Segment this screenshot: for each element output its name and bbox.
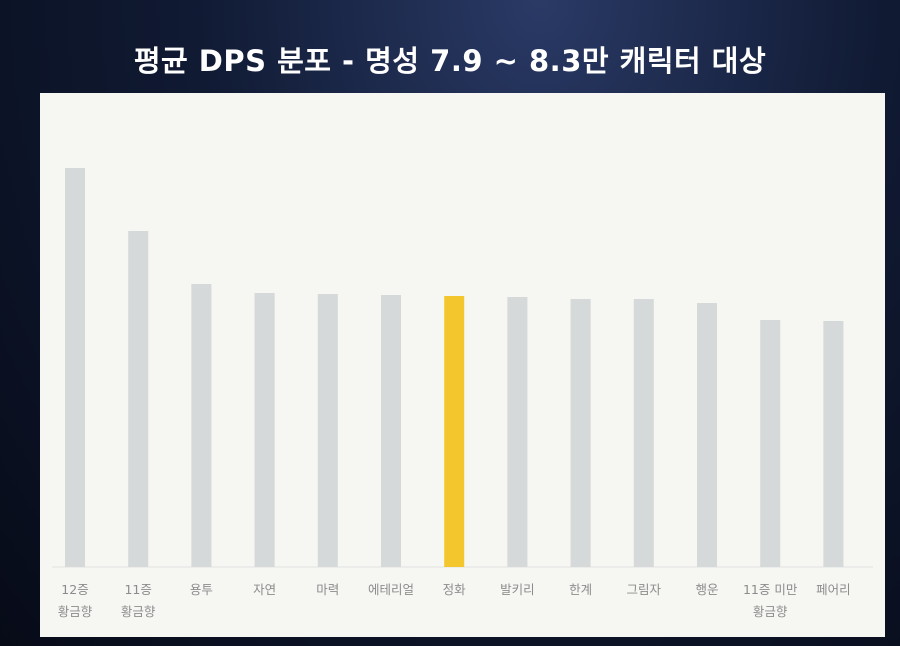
x-tick-label: 11증 미만 황금향 — [742, 582, 798, 619]
x-tick-label: 11증 황금향 — [120, 582, 156, 619]
bar — [823, 321, 844, 567]
plot — [52, 168, 873, 568]
bar — [191, 284, 212, 567]
bar — [760, 320, 781, 567]
bar — [633, 299, 654, 567]
x-tick-label: 에테리얼 — [367, 582, 414, 597]
x-tick-label: 그림자 — [626, 582, 662, 597]
x-tick-label: 행운 — [695, 582, 719, 597]
x-tick-label: 정화 — [442, 582, 466, 597]
bar — [128, 231, 149, 567]
bar — [444, 296, 465, 567]
chart-title: 평균 DPS 분포 - 명성 7.9 ~ 8.3만 캐릭터 대상 — [133, 44, 767, 78]
x-tick-label: 발키리 — [500, 582, 535, 597]
bar — [65, 168, 85, 567]
x-tick-label: 용투 — [189, 582, 213, 597]
x-tick-label: 12증 황금향 — [57, 582, 93, 619]
bar — [697, 303, 717, 567]
x-tick-label: 페어리 — [816, 582, 851, 597]
bar — [317, 294, 338, 567]
x-tick-label: 마력 — [316, 582, 340, 597]
x-tick-label: 한계 — [569, 582, 593, 597]
bar — [381, 295, 401, 567]
bar — [254, 293, 275, 567]
bar — [570, 299, 591, 567]
x-tick-label: 자연 — [253, 582, 277, 597]
bar — [507, 297, 528, 567]
chart-panel: 12증 황금향 11증 황금향 용투 자연 마력 에테리얼 정화 발키리 한계 그림자 행운 11증 … — [40, 93, 885, 637]
